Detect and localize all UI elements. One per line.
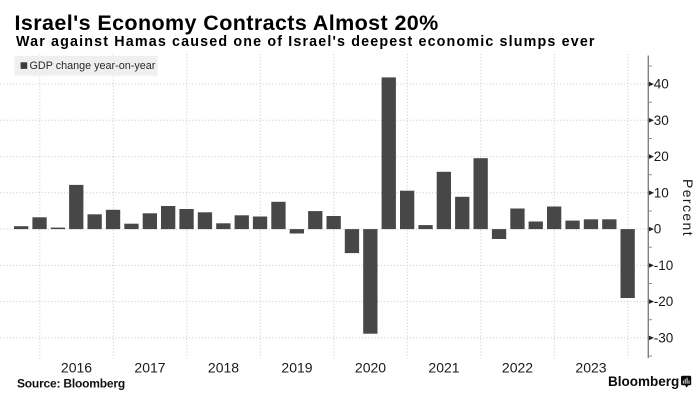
- svg-text:2017: 2017: [134, 360, 165, 376]
- svg-text:40: 40: [654, 77, 669, 92]
- svg-text:2019: 2019: [281, 360, 312, 376]
- svg-text:-20: -20: [654, 294, 674, 309]
- svg-text:30: 30: [654, 113, 669, 128]
- svg-text:10: 10: [654, 185, 669, 200]
- svg-text:Israel's Economy Contracts Alm: Israel's Economy Contracts Almost 20%: [15, 11, 439, 35]
- svg-text:2016: 2016: [61, 360, 92, 376]
- svg-text:2020: 2020: [355, 360, 386, 376]
- svg-text:Bloomberg: Bloomberg: [608, 374, 679, 389]
- svg-text:War against Hamas caused one o: War against Hamas caused one of Israel's…: [16, 34, 596, 50]
- svg-text:0: 0: [654, 222, 662, 237]
- svg-text:20: 20: [654, 149, 669, 164]
- svg-text:2022: 2022: [502, 360, 533, 376]
- svg-text:Source: Bloomberg: Source: Bloomberg: [17, 377, 125, 391]
- svg-text:-10: -10: [654, 258, 674, 273]
- svg-text:Percent: Percent: [680, 179, 696, 237]
- svg-text:2023: 2023: [575, 360, 606, 376]
- svg-text:-30: -30: [654, 331, 674, 346]
- svg-text:2021: 2021: [428, 360, 459, 376]
- svg-text:GDP change year-on-year: GDP change year-on-year: [30, 60, 156, 72]
- svg-text:2018: 2018: [208, 360, 239, 376]
